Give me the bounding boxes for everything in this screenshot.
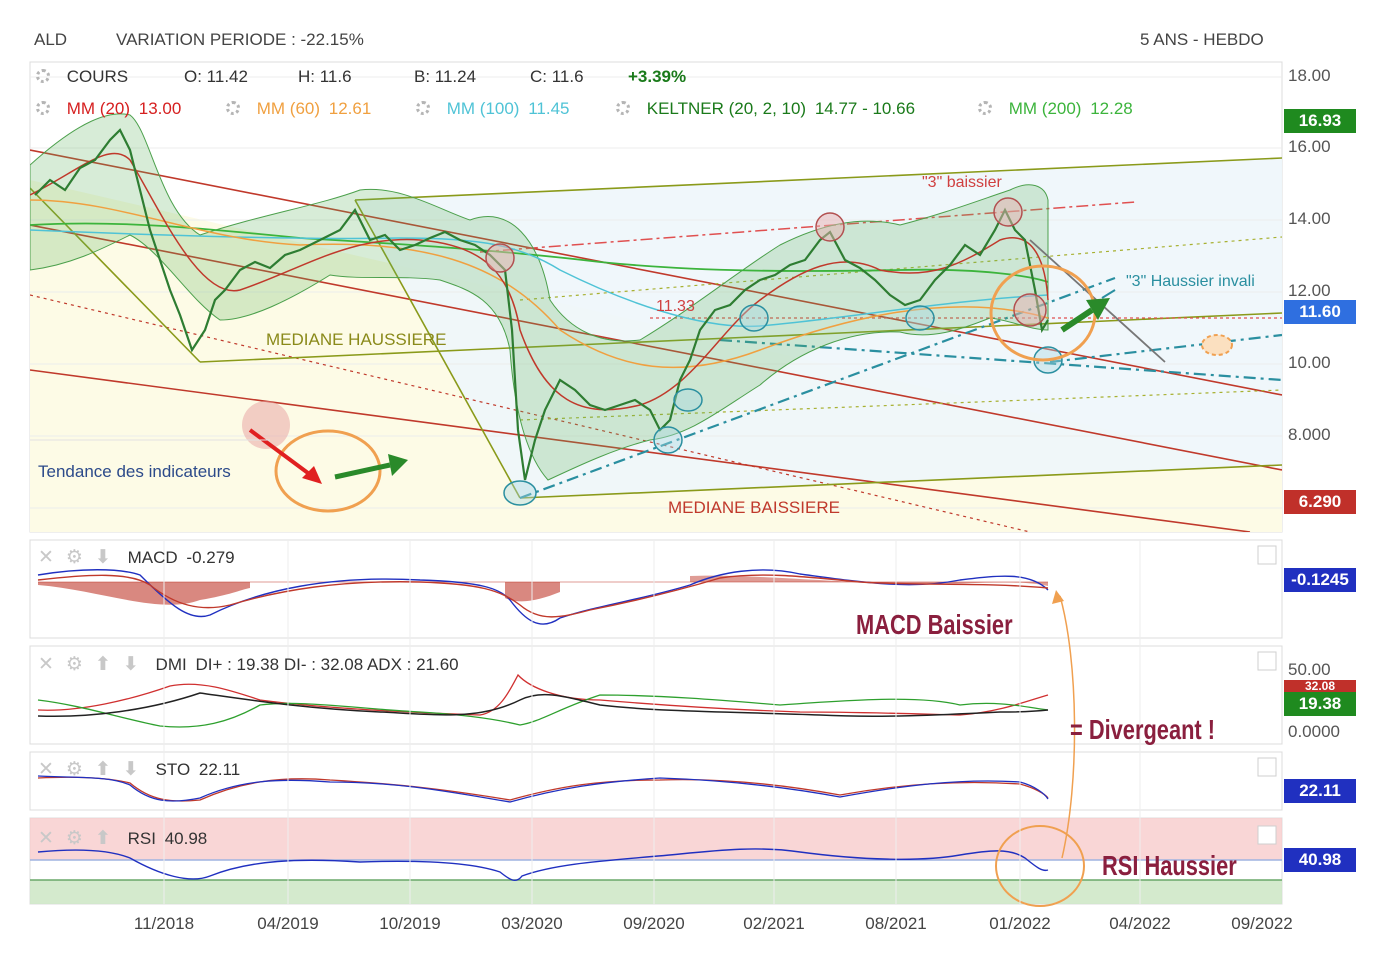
sto-tag: 22.11	[1284, 779, 1356, 803]
gear-icon[interactable]: ⚙	[65, 759, 83, 780]
rsi-label: RSI	[127, 829, 156, 848]
variation-label: VARIATION PERIODE : -22.15%	[116, 30, 364, 49]
macd-tag: -0.1245	[1284, 568, 1356, 592]
gear-icon[interactable]	[978, 101, 992, 115]
x-tick: 11/2018	[133, 914, 195, 933]
trois-haussier: "3" Haussier invali	[1126, 273, 1255, 290]
price-tick: 8.000	[1288, 425, 1331, 444]
mediane-baissiere: MEDIANE BAISSIERE	[668, 498, 840, 517]
mm60-legend[interactable]: MM (60) 12.61	[226, 99, 375, 119]
x-tick: 09/2022	[1231, 914, 1293, 933]
close-value: C: 11.6	[530, 67, 584, 86]
quote-row: COURS	[36, 67, 132, 87]
keltner-legend[interactable]: KELTNER (20, 2, 10) 14.77 - 10.66	[616, 99, 919, 119]
tendance-label: Tendance des indicateurs	[38, 462, 231, 481]
rsi-tag: 40.98	[1284, 848, 1356, 872]
x-tick: 10/2019	[379, 914, 441, 933]
price-tick: 16.00	[1288, 137, 1331, 156]
level-label: 11.33	[656, 298, 695, 315]
gear-icon[interactable]	[36, 69, 50, 83]
macd-value: -0.279	[186, 548, 235, 567]
x-tick: 01/2022	[989, 914, 1051, 933]
price-tick: 10.00	[1288, 353, 1331, 372]
mm60-label: MM (60)	[256, 99, 321, 118]
channel-fills	[30, 76, 1282, 532]
macd-label: MACD	[127, 548, 178, 567]
sto-value: 22.11	[198, 760, 241, 779]
price-tick: 18.00	[1288, 66, 1331, 85]
gear-icon[interactable]	[616, 101, 630, 115]
rsi-value: 40.98	[164, 829, 208, 848]
mm20-label: MM (20)	[66, 99, 131, 118]
macd-note: MACD Baissier	[856, 609, 1013, 640]
arrow-up-icon[interactable]: ⬆	[94, 654, 111, 675]
dmi-values: DI+ : 19.38 DI- : 32.08 ADX : 21.60	[195, 655, 459, 674]
gear-icon[interactable]	[36, 101, 50, 115]
price-tag-top: 16.93	[1284, 109, 1356, 133]
gear-icon[interactable]: ⚙	[65, 828, 83, 849]
sto-label: STO	[155, 760, 191, 779]
gear-icon[interactable]: ⚙	[65, 547, 83, 568]
close-icon[interactable]: ✕	[38, 759, 54, 780]
rsi-note: RSI Haussier	[1102, 850, 1237, 881]
ticker-label: ALD	[34, 30, 68, 49]
arrow-up-icon[interactable]: ⬆	[94, 759, 111, 780]
high-value: H: 11.6	[298, 67, 352, 86]
x-tick: 02/2021	[743, 914, 805, 933]
close-icon[interactable]: ✕	[38, 828, 54, 849]
trois-baissier: "3" baissier	[922, 174, 1002, 191]
x-tick: 09/2020	[623, 914, 685, 933]
arrow-down-icon[interactable]: ⬇	[94, 547, 111, 568]
mediane-haussiere: MEDIANE HAUSSIERE	[266, 330, 447, 349]
dmi-tag-red: 32.08	[1284, 680, 1356, 692]
close-icon[interactable]: ✕	[38, 654, 54, 675]
dmi-axis-bottom: 0.0000	[1288, 722, 1340, 741]
x-tick: 03/2020	[501, 914, 563, 933]
x-tick: 04/2019	[257, 914, 319, 933]
mm200-value: 12.28	[1090, 99, 1133, 118]
gear-icon[interactable]: ⚙	[65, 654, 83, 675]
price-tick: 12.00	[1288, 281, 1331, 300]
mm20-legend[interactable]: MM (20) 13.00	[36, 99, 185, 119]
x-tick: 08/2021	[865, 914, 927, 933]
dmi-label: DMI	[155, 655, 187, 674]
arrow-down-icon[interactable]: ⬇	[122, 759, 139, 780]
price-tag-current: 11.60	[1284, 300, 1356, 324]
price-line	[34, 128, 1049, 481]
mm100-label: MM (100)	[446, 99, 520, 118]
price-tag-low: 6.290	[1284, 490, 1356, 514]
price-tick: 14.00	[1288, 209, 1331, 228]
cours-label: COURS	[66, 67, 129, 86]
dmi-axis-top: 50.00	[1288, 660, 1331, 679]
x-tick: 04/2022	[1109, 914, 1171, 933]
mm60-value: 12.61	[328, 99, 372, 118]
macd-header: ✕ ⚙ ⬇ MACD -0.279	[38, 546, 235, 569]
low-value: B: 11.24	[414, 67, 477, 86]
mm200-legend[interactable]: MM (200) 12.28	[978, 99, 1137, 119]
mm100-legend[interactable]: MM (100) 11.45	[416, 99, 573, 119]
open-value: O: 11.42	[184, 67, 248, 86]
rsi-header: ✕ ⚙ ⬆ RSI 40.98	[38, 827, 207, 850]
close-icon[interactable]: ✕	[38, 547, 54, 568]
divergeant-note: = Divergeant !	[1070, 714, 1216, 745]
dmi-tag-green: 19.38	[1284, 692, 1356, 716]
mm200-label: MM (200)	[1008, 99, 1082, 118]
period-label[interactable]: 5 ANS - HEBDO	[1140, 30, 1264, 49]
change-value: +3.39%	[628, 67, 687, 86]
dmi-header: ✕ ⚙ ⬆ ⬇ DMI DI+ : 19.38 DI- : 32.08 ADX : 2…	[38, 653, 459, 676]
arrow-up-icon[interactable]: ⬆	[94, 828, 111, 849]
gear-icon[interactable]	[226, 101, 240, 115]
panel-checkboxes[interactable]	[1257, 545, 1277, 845]
keltner-value: 14.77 - 10.66	[814, 99, 916, 118]
mm100-value: 11.45	[528, 99, 570, 118]
arrow-down-icon[interactable]: ⬇	[122, 654, 139, 675]
mm20-value: 13.00	[138, 99, 182, 118]
sto-header: ✕ ⚙ ⬆ ⬇ STO 22.11	[38, 758, 240, 781]
gear-icon[interactable]	[416, 101, 430, 115]
keltner-label: KELTNER (20, 2, 10)	[646, 99, 807, 118]
